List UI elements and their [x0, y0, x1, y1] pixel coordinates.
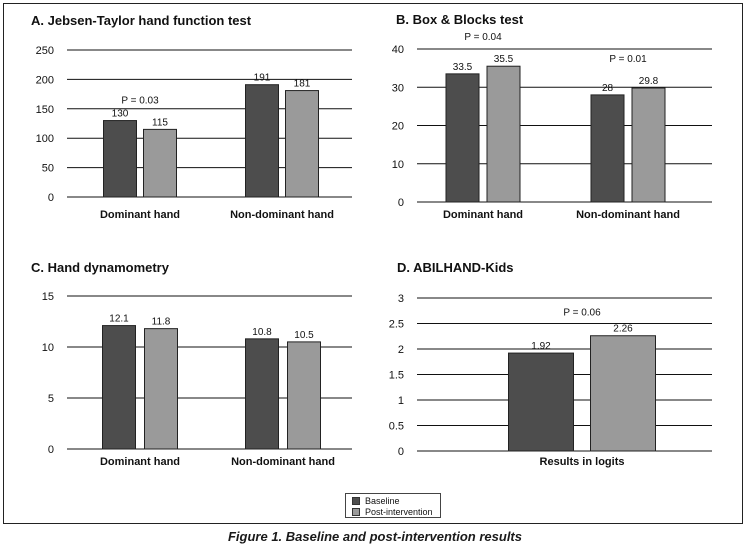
legend-swatch-post-intervention — [352, 508, 360, 516]
chart-c-category-label: Non-dominant hand — [231, 456, 335, 468]
chart-d-ytick-label: 2.5 — [389, 319, 404, 331]
chart-a-ytick-label: 100 — [36, 133, 54, 145]
chart-b-bar-post-intervention — [486, 65, 521, 203]
chart-a-ytick-label: 0 — [48, 192, 54, 204]
chart-a-bar-baseline — [103, 120, 137, 198]
chart-a-bar-post-intervention — [285, 90, 319, 198]
chart-c-data-label: 12.1 — [109, 314, 129, 325]
chart-d-ytick-label: 1 — [398, 395, 404, 407]
chart-c-data-label: 10.5 — [294, 330, 314, 341]
chart-a-p-value: P = 0.03 — [121, 96, 159, 107]
chart-d-data-label: 2.26 — [613, 324, 633, 335]
chart-a-ytick-label: 150 — [36, 104, 54, 116]
chart-d-ytick-label: 3 — [398, 293, 404, 305]
chart-d-ytick-label: 0.5 — [389, 421, 404, 433]
chart-b-data-label: 33.5 — [453, 62, 473, 73]
chart-b-data-label: 29.8 — [639, 76, 659, 87]
chart-b-bar-post-intervention — [631, 87, 666, 203]
chart-b-category-label: Dominant hand — [443, 209, 523, 221]
chart-a-data-label: 191 — [254, 73, 271, 84]
chart-d-bar-post-intervention — [590, 335, 656, 452]
chart-b-category-label: Non-dominant hand — [576, 209, 680, 221]
legend-label-post-intervention: Post-intervention — [365, 507, 433, 517]
chart-b-p-value: P = 0.01 — [609, 54, 647, 65]
chart-b-data-label: 35.5 — [494, 54, 514, 65]
figure-frame: A. Jebsen-Taylor hand function test 0 50 10… — [3, 3, 743, 524]
chart-b-data-label: 28 — [602, 83, 614, 94]
chart-b-bar-baseline — [445, 73, 480, 203]
legend-item-post-intervention: Post-intervention — [352, 507, 433, 517]
chart-b-title: B. Box & Blocks test — [396, 12, 524, 27]
chart-d-bar-baseline — [508, 352, 574, 452]
chart-b-p-value: P = 0.04 — [464, 32, 502, 43]
chart-a-ytick-label: 50 — [42, 163, 54, 175]
chart-d-category-label: Results in logits — [540, 456, 625, 468]
figure-caption: Figure 1. Baseline and post-intervention… — [227, 529, 522, 544]
chart-b-ytick-label: 20 — [392, 121, 404, 133]
chart-d-title: D. ABILHAND-Kids — [397, 260, 514, 275]
chart-c-ytick-label: 15 — [42, 291, 54, 303]
chart-c-bar-baseline — [102, 325, 136, 450]
chart-c-ytick-label: 5 — [48, 393, 54, 405]
chart-d-data-label: 1.92 — [531, 341, 551, 352]
chart-c-title: C. Hand dynamometry — [31, 260, 170, 275]
chart-a-ytick-label: 200 — [36, 74, 54, 86]
chart-a-category-label: Non-dominant hand — [230, 209, 334, 221]
chart-d-ytick-label: 0 — [398, 446, 404, 458]
chart-b-ytick-label: 40 — [392, 44, 404, 56]
chart-c-data-label: 10.8 — [252, 327, 272, 338]
chart-d-ytick-label: 1.5 — [389, 370, 404, 382]
chart-a-data-label: 115 — [152, 117, 168, 128]
chart-a-title: A. Jebsen-Taylor hand function test — [31, 13, 252, 28]
chart-b-ytick-label: 30 — [392, 82, 404, 94]
chart-b-ytick-label: 0 — [398, 197, 404, 209]
chart-c-bar-baseline — [245, 338, 279, 450]
chart-c-data-label: 11.8 — [152, 317, 171, 328]
chart-c-ytick-label: 0 — [48, 444, 54, 456]
chart-c-bar-post-intervention — [287, 341, 321, 450]
chart-a-ytick-label: 250 — [36, 45, 54, 57]
chart-a-bar-post-intervention — [143, 128, 177, 198]
chart-a-category-label: Dominant hand — [100, 209, 180, 221]
chart-a-data-label: 181 — [294, 79, 311, 90]
chart-c-bar-post-intervention — [144, 328, 178, 450]
legend-label-baseline: Baseline — [365, 496, 400, 506]
chart-c-ytick-label: 10 — [42, 342, 54, 354]
chart-a-bar-baseline — [245, 84, 279, 198]
chart-a-data-label: 130 — [112, 109, 129, 120]
chart-b-ytick-label: 10 — [392, 159, 404, 171]
chart-b-bar-baseline — [590, 94, 625, 203]
chart-d-p-value: P = 0.06 — [563, 308, 601, 319]
charts-canvas: A. Jebsen-Taylor hand function test05010… — [31, 12, 712, 468]
legend: Baseline Post-intervention — [345, 493, 441, 518]
legend-swatch-baseline — [352, 497, 360, 505]
chart-d-ytick-label: 2 — [398, 344, 404, 356]
chart-c-category-label: Dominant hand — [100, 456, 180, 468]
legend-item-baseline: Baseline — [352, 496, 400, 506]
